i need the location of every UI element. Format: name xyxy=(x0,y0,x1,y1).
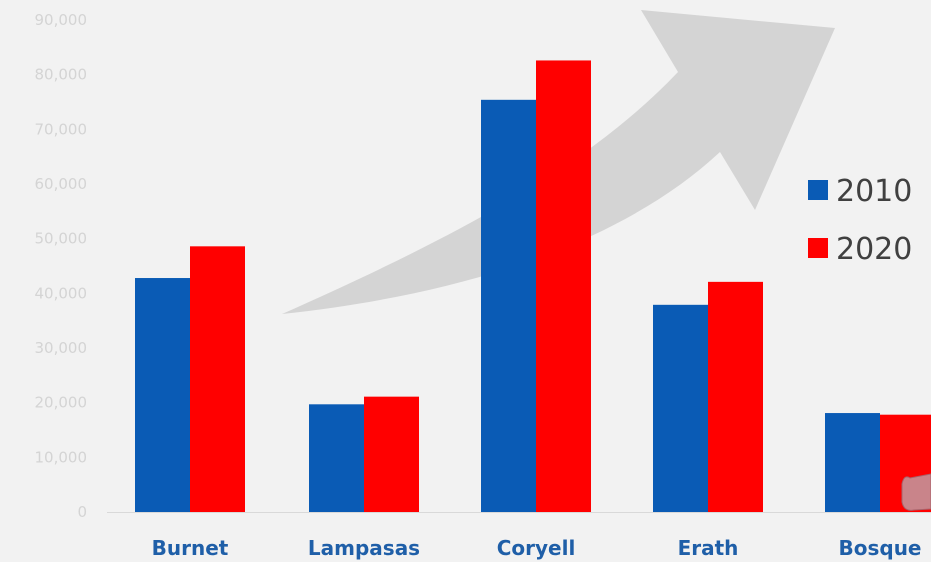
bar-coryell-2020 xyxy=(536,60,591,512)
x-tick-label: Lampasas xyxy=(308,536,420,560)
y-tick-label: 80,000 xyxy=(35,66,88,84)
y-tick-label: 20,000 xyxy=(35,394,88,412)
legend-swatch xyxy=(808,238,828,258)
bar-erath-2020 xyxy=(708,281,763,512)
trend-arrow-icon xyxy=(282,10,835,314)
y-tick-label: 50,000 xyxy=(35,230,88,248)
x-tick-label: Coryell xyxy=(497,536,576,560)
bar-coryell-2010 xyxy=(481,99,536,513)
bar-erath-2010 xyxy=(653,304,708,512)
bar-lampasas-2020 xyxy=(364,396,419,512)
legend-label: 2010 xyxy=(836,174,912,209)
y-tick-label: 0 xyxy=(77,503,87,521)
bar-burnet-2020 xyxy=(190,246,245,512)
x-tick-label: Erath xyxy=(678,536,739,560)
y-tick-label: 60,000 xyxy=(35,175,88,193)
x-tick-label: Burnet xyxy=(152,536,229,560)
x-tick-label: Bosque xyxy=(838,536,921,560)
bar-burnet-2010 xyxy=(135,278,190,512)
y-tick-label: 30,000 xyxy=(35,339,88,357)
y-tick-label: 10,000 xyxy=(35,448,88,466)
y-tick-label: 70,000 xyxy=(35,120,88,138)
bar-lampasas-2010 xyxy=(309,404,364,512)
legend-swatch xyxy=(808,180,828,200)
y-tick-label: 40,000 xyxy=(35,284,88,302)
y-tick-label: 90,000 xyxy=(35,11,88,29)
speech-callout-icon xyxy=(901,473,931,511)
bar-bosque-2010 xyxy=(825,413,880,512)
legend-label: 2020 xyxy=(836,232,912,267)
